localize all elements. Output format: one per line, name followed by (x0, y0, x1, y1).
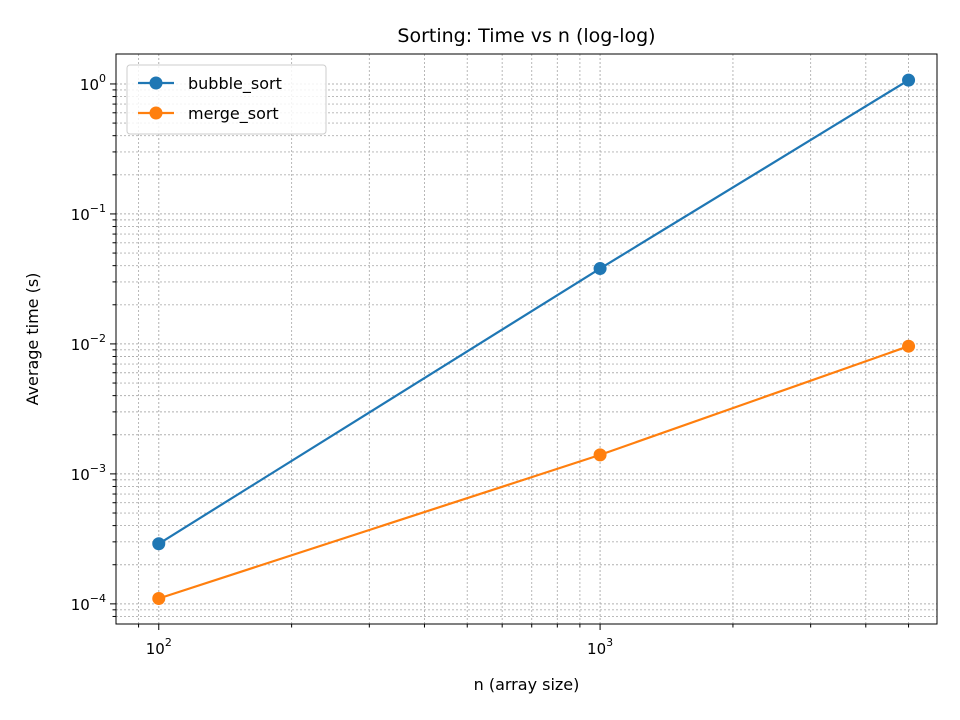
y-tick-label: 10−2 (71, 332, 106, 354)
legend-label: bubble_sort (188, 74, 282, 94)
series-layer (152, 73, 916, 605)
legend-marker (149, 106, 163, 120)
grid (116, 54, 937, 624)
legend: bubble_sort merge_sort (126, 64, 327, 135)
chart-title: Sorting: Time vs n (log-log) (397, 25, 655, 47)
plot-frame (115, 53, 938, 625)
y-tick-label: 10−3 (71, 462, 106, 484)
data-point-merge_sort (152, 591, 166, 605)
legend-marker (149, 76, 163, 90)
data-point-merge_sort (902, 339, 916, 353)
x-tick-label: 103 (587, 636, 613, 658)
x-tick-label: 102 (146, 636, 172, 658)
legend-label: merge_sort (188, 104, 279, 124)
ticks: 102 103 10−4 10−3 10−2 10−1 100 (71, 72, 910, 658)
y-axis-label: Average time (s) (23, 273, 42, 406)
y-tick-label: 10−4 (71, 592, 106, 614)
x-axis-label: n (array size) (474, 675, 580, 694)
legend-box (126, 64, 327, 135)
data-point-bubble_sort (593, 262, 607, 276)
data-point-merge_sort (593, 448, 607, 462)
y-tick-label: 100 (80, 72, 106, 94)
data-point-bubble_sort (902, 73, 916, 87)
y-tick-label: 10−1 (71, 202, 106, 224)
data-point-bubble_sort (152, 537, 166, 551)
